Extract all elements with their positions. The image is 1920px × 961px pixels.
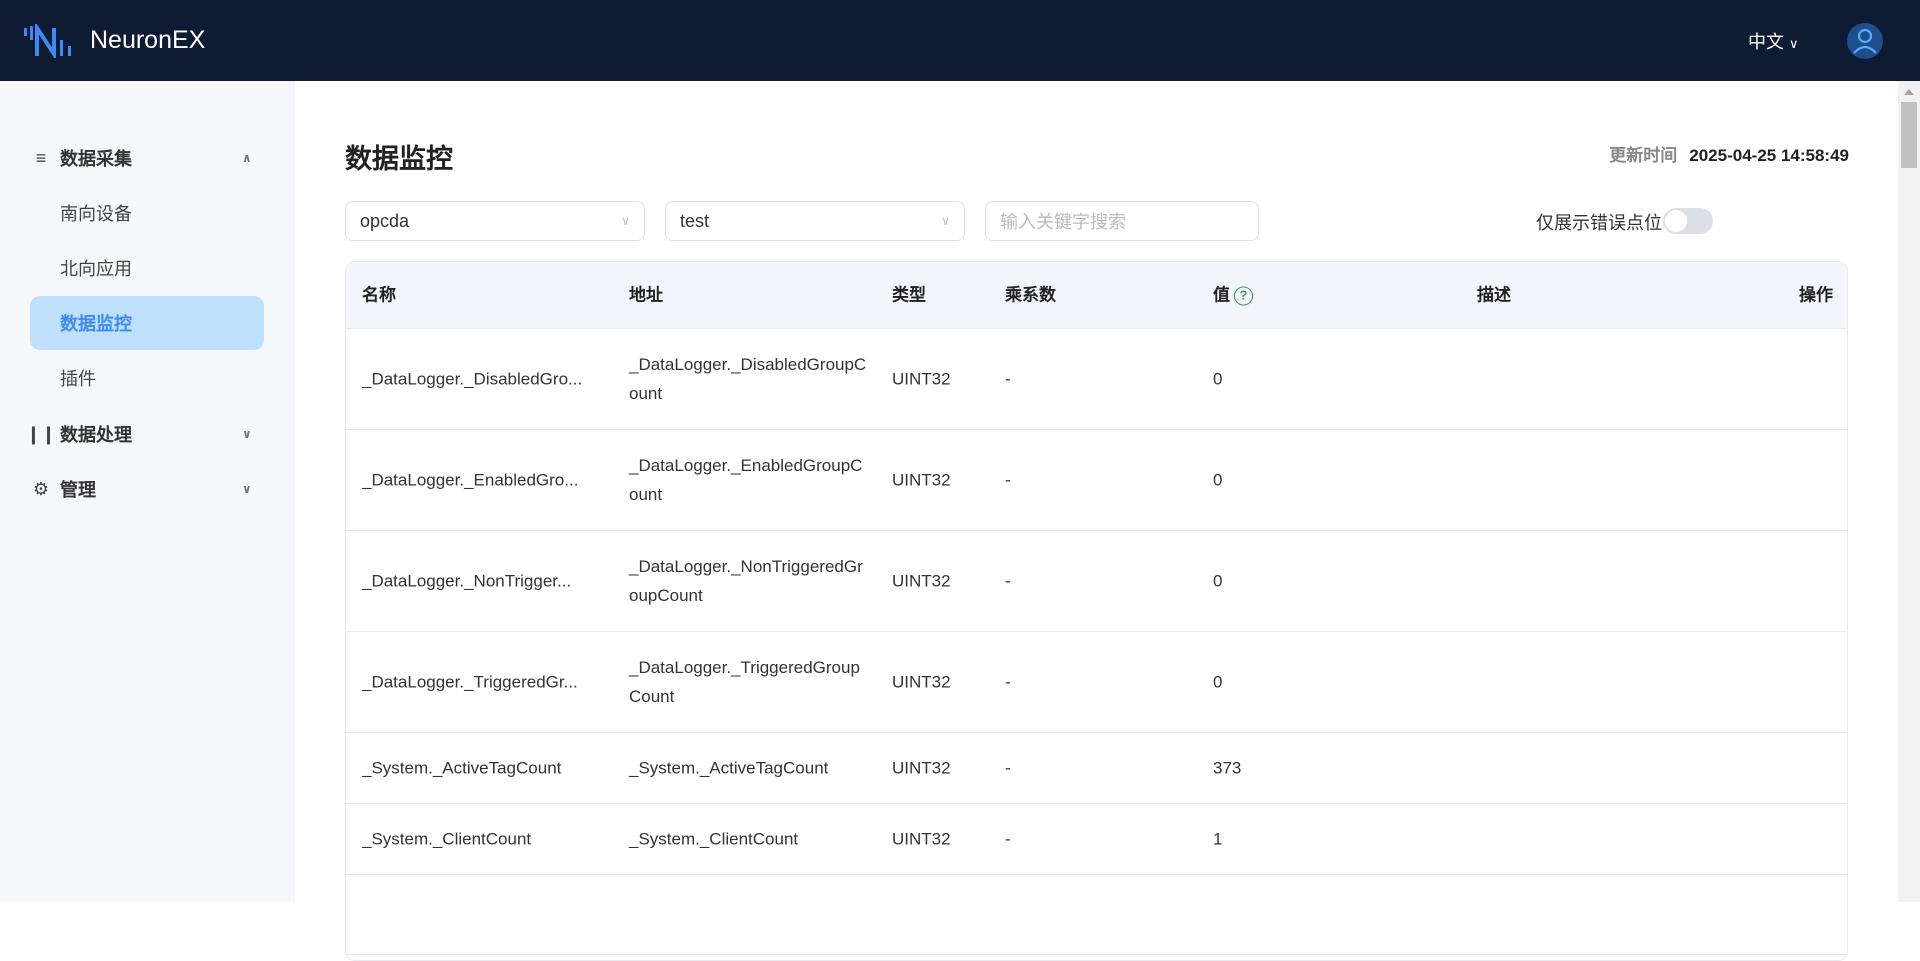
chevron-down-icon: ∨ — [242, 427, 252, 441]
cell-address: _DataLogger._TriggeredGroupCount — [629, 658, 860, 706]
group-select-value: test — [680, 210, 710, 231]
scrollbar-thumb[interactable] — [1901, 102, 1917, 168]
user-icon — [1853, 28, 1877, 54]
column-value-label: 值 — [1213, 285, 1230, 305]
cell-name: _System._ClientCount — [362, 829, 532, 849]
item-label: 南向设备 — [60, 204, 132, 224]
table-header: 名称 地址 类型 乘系数 值? 描述 操作 — [346, 262, 1847, 329]
node-select[interactable]: opcda ∨ — [345, 201, 645, 241]
column-address: 地址 — [629, 285, 663, 305]
cell-name: _DataLogger._TriggeredGr... — [362, 672, 578, 692]
top-bar: NeuronEX 中文 ∨ — [0, 0, 1920, 81]
cell-address: _System._ActiveTagCount — [629, 758, 829, 778]
user-avatar[interactable] — [1847, 23, 1883, 59]
item-label: 北向应用 — [60, 259, 132, 279]
chevron-down-icon: ∨ — [1789, 36, 1799, 51]
group-label: 数据采集 — [60, 149, 132, 169]
data-collection-icon: ≡ — [35, 147, 47, 168]
gear-icon: ⚙ — [32, 478, 50, 499]
sidebar-group-management[interactable]: ⚙ 管理 ∨ — [30, 462, 264, 516]
column-name: 名称 — [362, 285, 396, 305]
update-time: 更新时间 2025-04-25 14:58:49 — [1609, 141, 1849, 166]
cell-address: _DataLogger._NonTriggeredGroupCount — [629, 557, 863, 605]
item-label: 插件 — [60, 369, 96, 389]
cell-value: 0 — [1213, 672, 1223, 692]
table-row: _DataLogger._NonTrigger... _DataLogger._N… — [346, 531, 1847, 632]
cell-value: 0 — [1213, 571, 1223, 591]
brand-name: NeuronEX — [90, 26, 206, 54]
item-label: 数据监控 — [60, 314, 132, 334]
sidebar-item-data-monitoring[interactable]: 数据监控 — [30, 296, 264, 350]
language-selector[interactable]: 中文 ∨ — [1748, 28, 1799, 54]
cell-type: UINT32 — [892, 758, 951, 778]
scrollbar[interactable] — [1898, 81, 1920, 902]
column-description: 描述 — [1477, 285, 1511, 305]
cell-address: _System._ClientCount — [629, 829, 799, 849]
data-processing-icon: ❙❙ — [25, 423, 57, 444]
update-time-label: 更新时间 — [1609, 146, 1678, 165]
sidebar-group-data-collection[interactable]: ≡ 数据采集 ∧ — [30, 131, 264, 185]
search-placeholder: 输入关键字搜索 — [1000, 212, 1126, 232]
cell-value: 0 — [1213, 369, 1223, 389]
cell-multiplier: - — [1005, 672, 1011, 692]
error-only-toggle[interactable] — [1663, 208, 1713, 234]
column-type: 类型 — [892, 285, 926, 305]
sidebar-item-plugins[interactable]: 插件 — [30, 351, 264, 405]
cell-value: 373 — [1213, 758, 1242, 778]
neuronex-logo-icon — [24, 24, 71, 58]
cell-multiplier: - — [1005, 369, 1011, 389]
cell-type: UINT32 — [892, 672, 951, 692]
cell-value: 0 — [1213, 470, 1223, 490]
search-input[interactable]: 输入关键字搜索 — [985, 201, 1259, 241]
column-multiplier: 乘系数 — [1005, 285, 1056, 305]
cell-address: _DataLogger._EnabledGroupCount — [629, 456, 863, 504]
cell-type: UINT32 — [892, 829, 951, 849]
table-row: _System._ActiveTagCount _System._ActiveTa… — [346, 733, 1847, 804]
chevron-up-icon: ∧ — [242, 151, 252, 165]
table-row — [346, 875, 1847, 955]
table-row: _DataLogger._EnabledGro... _DataLogger._E… — [346, 430, 1847, 531]
table-row: _DataLogger._TriggeredGr... _DataLogger._… — [346, 632, 1847, 733]
cell-name: _DataLogger._DisabledGro... — [362, 369, 583, 389]
cell-type: UINT32 — [892, 369, 951, 389]
page-title: 数据监控 — [345, 144, 453, 174]
cell-multiplier: - — [1005, 758, 1011, 778]
table-row: _DataLogger._DisabledGro... _DataLogger._… — [346, 329, 1847, 430]
group-select[interactable]: test ∨ — [665, 201, 965, 241]
column-value: 值? — [1213, 281, 1253, 310]
scroll-up-icon[interactable] — [1904, 89, 1914, 95]
sidebar: ≡ 数据采集 ∧ 南向设备 北向应用 数据监控 插件 ❙❙ 数据处理 ∨ ⚙ 管… — [0, 81, 295, 902]
cell-address: _DataLogger._DisabledGroupCount — [629, 355, 867, 403]
cell-type: UINT32 — [892, 571, 951, 591]
sidebar-group-data-processing[interactable]: ❙❙ 数据处理 ∨ — [25, 407, 264, 461]
cell-type: UINT32 — [892, 470, 951, 490]
group-label: 数据处理 — [60, 425, 132, 445]
language-label: 中文 — [1748, 32, 1784, 52]
chevron-down-icon: ∨ — [242, 482, 252, 496]
cell-name: _DataLogger._EnabledGro... — [362, 470, 579, 490]
cell-name: _System._ActiveTagCount — [362, 758, 562, 778]
column-actions: 操作 — [1799, 285, 1833, 305]
table-row: _System._ClientCount _System._ClientCount… — [346, 804, 1847, 875]
group-label: 管理 — [60, 480, 96, 500]
update-time-value: 2025-04-25 14:58:49 — [1689, 146, 1849, 165]
chevron-down-icon: ∨ — [621, 214, 630, 228]
cell-value: 1 — [1213, 829, 1223, 849]
error-only-label: 仅展示错误点位 — [1536, 213, 1662, 233]
data-table: 名称 地址 类型 乘系数 值? 描述 操作 _DataLogger._Disab… — [345, 261, 1848, 961]
sidebar-item-south-devices[interactable]: 南向设备 — [30, 186, 264, 240]
chevron-down-icon: ∨ — [941, 214, 950, 228]
cell-multiplier: - — [1005, 470, 1011, 490]
help-icon[interactable]: ? — [1234, 286, 1253, 306]
cell-multiplier: - — [1005, 571, 1011, 591]
cell-multiplier: - — [1005, 829, 1011, 849]
node-select-value: opcda — [360, 210, 410, 231]
cell-name: _DataLogger._NonTrigger... — [362, 571, 572, 591]
sidebar-item-north-apps[interactable]: 北向应用 — [30, 241, 264, 295]
